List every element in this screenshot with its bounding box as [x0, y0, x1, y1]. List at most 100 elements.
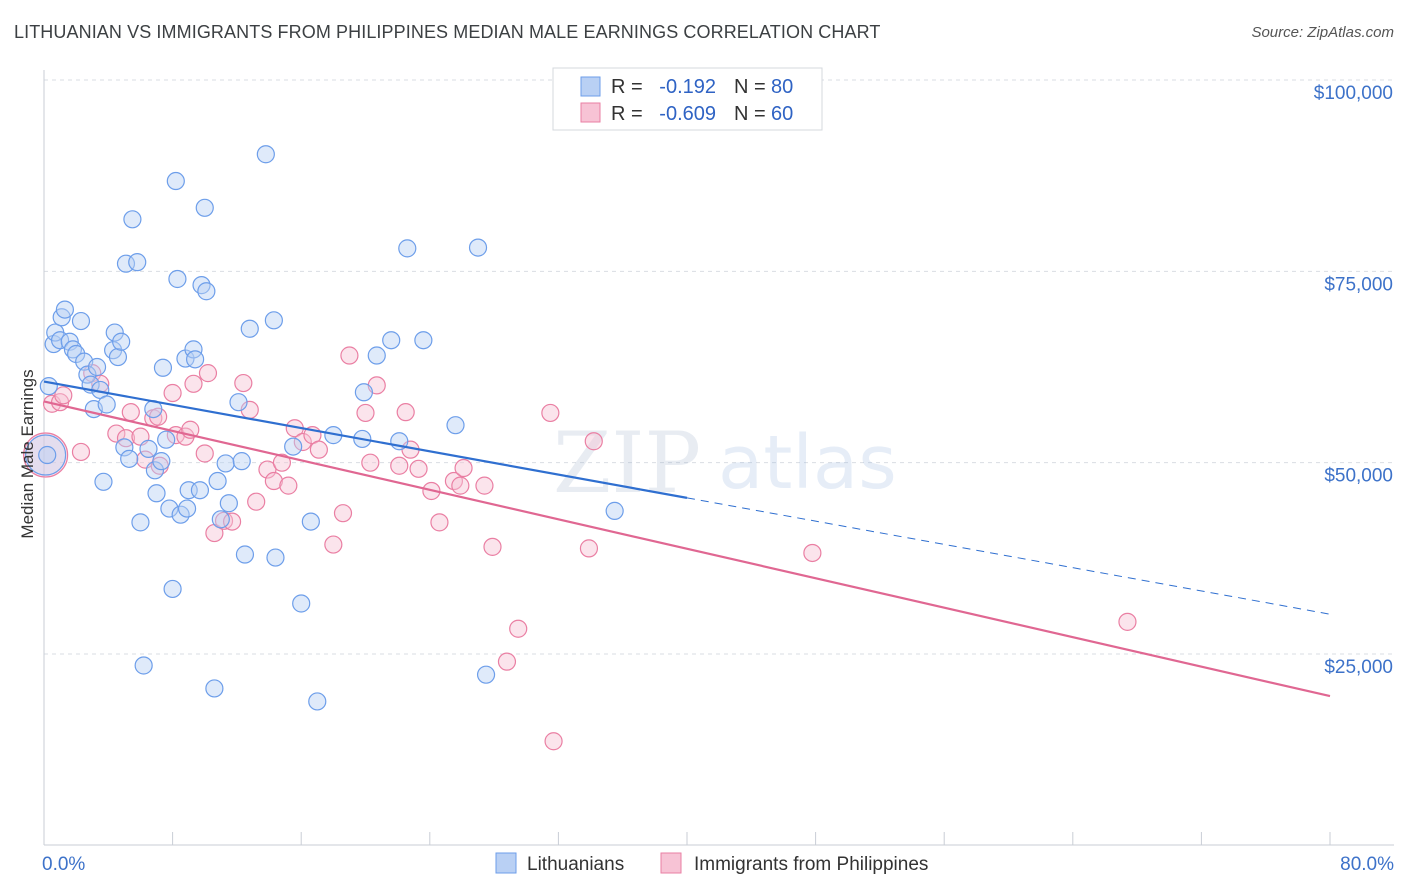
legend-top-n-label-2: N =: [734, 103, 766, 125]
blue-point: [153, 453, 170, 470]
legend-swatch-philippines: [661, 853, 681, 873]
blue-point: [135, 657, 152, 674]
blue-point: [470, 239, 487, 256]
blue-point: [179, 500, 196, 517]
blue-point: [187, 351, 204, 368]
x-minor-ticks: [173, 832, 1330, 845]
pink-point: [185, 375, 202, 392]
blue-point: [129, 254, 146, 271]
y-tick-label-25000: $25,000: [1324, 657, 1393, 678]
gridlines: [44, 80, 1394, 654]
blue-point: [191, 482, 208, 499]
blue-point: [95, 473, 112, 490]
y-tick-label-100000: $100,000: [1314, 83, 1393, 104]
scatter-chart: ZIP atlas $25,000$50,000$75,000$100,000 …: [0, 0, 1406, 892]
blue-point: [206, 680, 223, 697]
pink-point: [235, 375, 252, 392]
pink-point: [498, 653, 515, 670]
blue-point: [302, 513, 319, 530]
legend-top-n-value-1: 80: [771, 76, 793, 98]
blue-point: [121, 450, 138, 467]
legend-top-n-value-2: 60: [771, 103, 793, 125]
blue-point: [158, 431, 175, 448]
watermark-atlas: atlas: [718, 420, 897, 506]
legend-label-philippines: Immigrants from Philippines: [694, 854, 928, 875]
pink-point: [362, 454, 379, 471]
legend-top-n-label-1: N =: [734, 76, 766, 98]
blue-point: [220, 495, 237, 512]
pink-point: [452, 477, 469, 494]
pink-point: [325, 536, 342, 553]
blue-point: [154, 359, 171, 376]
blue-point: [309, 693, 326, 710]
blue-point: [368, 347, 385, 364]
y-tick-labels: $25,000 $50,000 $75,000 $100,000: [1314, 83, 1393, 678]
blue-point: [265, 312, 282, 329]
blue-point: [167, 173, 184, 190]
legend-top-swatch-pink: [581, 103, 600, 122]
pink-point: [410, 460, 427, 477]
pink-point: [199, 365, 216, 382]
blue-point: [606, 502, 623, 519]
blue-point: [124, 211, 141, 228]
blue-point: [40, 378, 57, 395]
pink-point: [455, 460, 472, 477]
blue-point: [293, 595, 310, 612]
blue-point: [89, 359, 106, 376]
blue-point: [257, 146, 274, 163]
blue-point: [109, 349, 126, 366]
blue-point: [267, 549, 284, 566]
blue-point: [98, 396, 115, 413]
blue-point: [132, 514, 149, 531]
blue-point: [196, 199, 213, 216]
blue-point: [241, 320, 258, 337]
pink-point: [585, 433, 602, 450]
pink-point: [72, 443, 89, 460]
blue-point: [39, 447, 56, 464]
blue-point: [355, 384, 372, 401]
pink-point: [196, 445, 213, 462]
blue-point: [233, 453, 250, 470]
pink-point: [310, 441, 327, 458]
legend-top-r-value-2: -0.609: [659, 103, 716, 125]
blue-point: [478, 666, 495, 683]
blue-point: [230, 394, 247, 411]
pink-point: [341, 347, 358, 364]
y-tick-label-50000: $50,000: [1324, 466, 1393, 487]
blue-point: [236, 546, 253, 563]
watermark: ZIP atlas: [553, 414, 897, 512]
blue-trend-line-dashed: [687, 498, 1330, 614]
blue-point: [198, 283, 215, 300]
blue-point: [56, 301, 73, 318]
blue-point: [383, 332, 400, 349]
legend-top-r-value-1: -0.192: [659, 76, 716, 98]
blue-point: [399, 240, 416, 257]
blue-point: [285, 438, 302, 455]
pink-point: [334, 505, 351, 522]
pink-point: [476, 477, 493, 494]
blue-point: [212, 511, 229, 528]
pink-point: [122, 404, 139, 421]
pink-point: [357, 404, 374, 421]
y-axis-label: Median Male Earnings: [18, 369, 37, 538]
pink-point: [280, 477, 297, 494]
pink-point: [484, 538, 501, 555]
pink-point: [397, 404, 414, 421]
y-tick-label-75000: $75,000: [1324, 274, 1393, 295]
blue-point: [164, 580, 181, 597]
pink-point: [248, 493, 265, 510]
pink-point: [542, 404, 559, 421]
blue-point: [140, 440, 157, 457]
legend-top: R = -0.192 N = 80 R = -0.609 N = 60: [553, 68, 822, 130]
blue-point: [113, 333, 130, 350]
blue-point: [169, 270, 186, 287]
blue-point: [209, 473, 226, 490]
blue-point: [72, 313, 89, 330]
pink-point: [580, 540, 597, 557]
pink-point: [1119, 613, 1136, 630]
blue-point: [447, 417, 464, 434]
pink-point: [164, 385, 181, 402]
pink-point: [431, 514, 448, 531]
pink-point: [545, 733, 562, 750]
legend-bottom: Lithuanians Immigrants from Philippines: [496, 853, 928, 875]
